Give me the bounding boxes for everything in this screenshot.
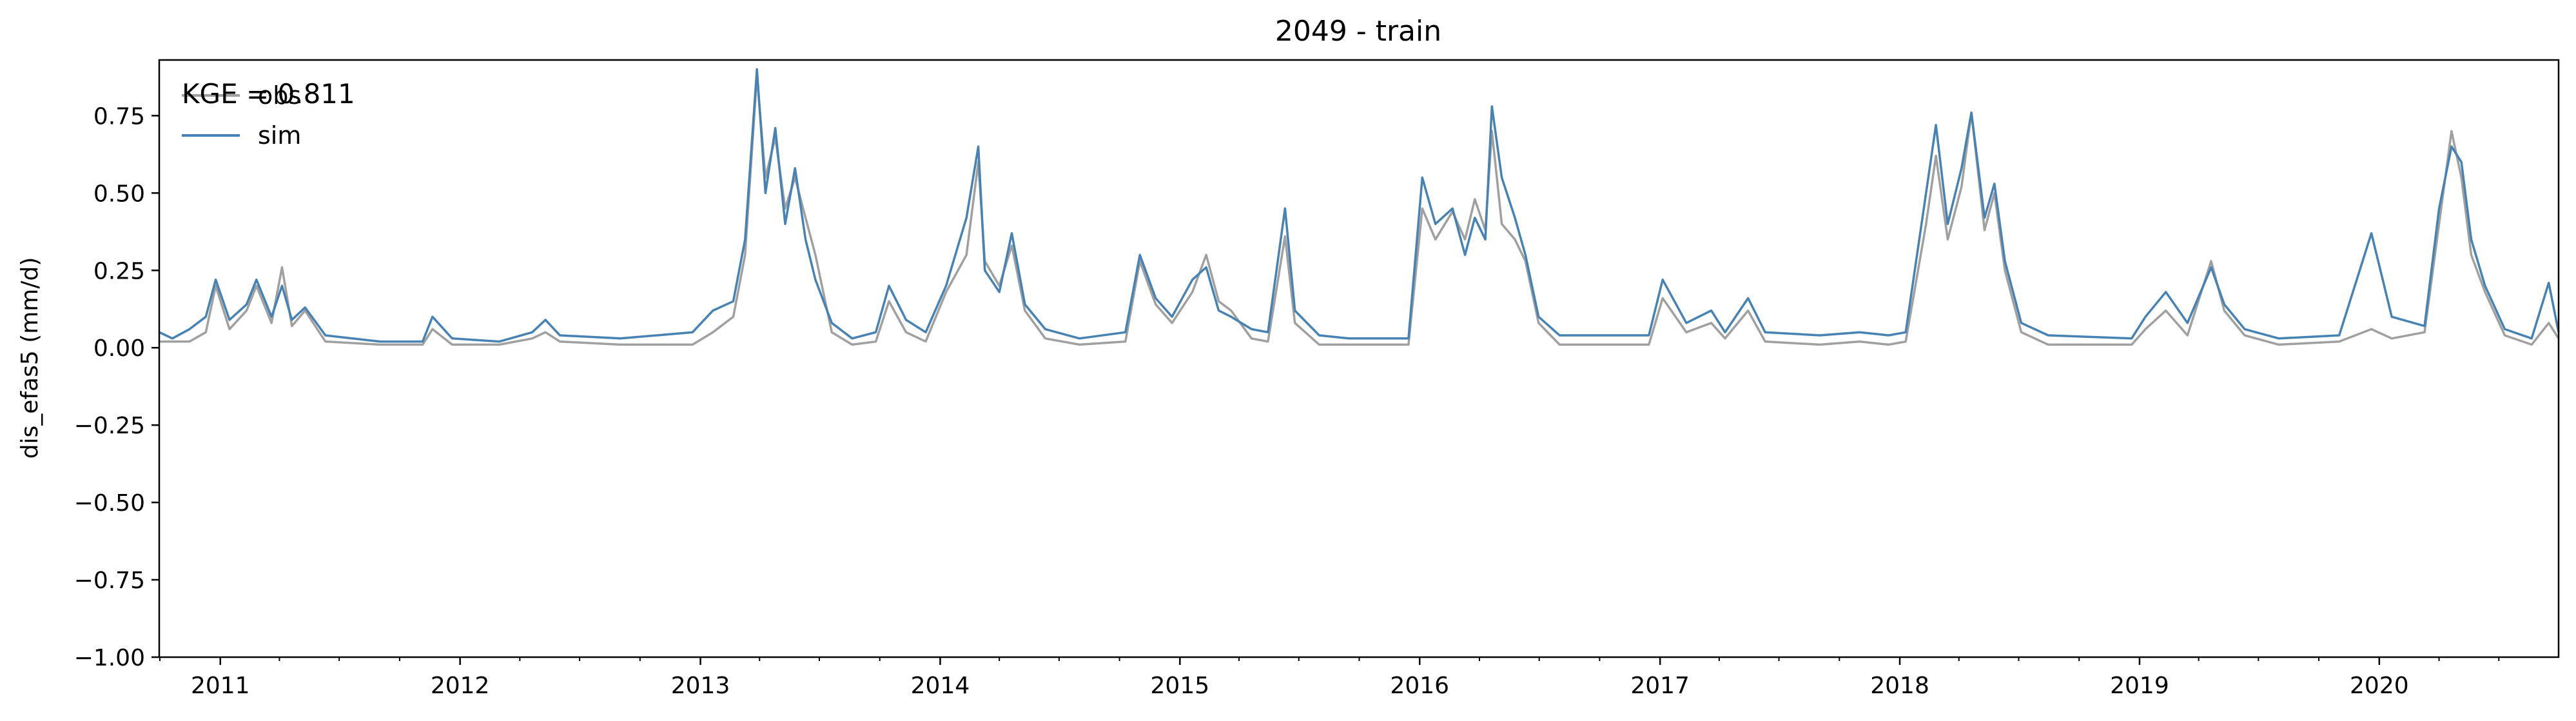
y-tick-label: 0.75: [93, 103, 145, 130]
chart-title: 2049 - train: [1275, 15, 1441, 48]
legend-obs-label: obs: [258, 81, 301, 110]
x-tick-label: 2014: [911, 673, 970, 699]
y-tick-label: 0.50: [93, 181, 145, 207]
plot-frame: [158, 59, 2560, 658]
x-tick-label: 2016: [1390, 673, 1449, 699]
x-tick-label: 2012: [431, 673, 490, 699]
y-tick-label: −1.00: [74, 645, 145, 671]
series-line-sim: [159, 68, 2560, 343]
y-tick-label: −0.50: [74, 490, 145, 517]
series-line-obs: [159, 74, 2560, 346]
y-tick-label: −0.75: [74, 568, 145, 594]
legend: obs sim KGE = 0.811: [182, 78, 355, 150]
plot-area: [159, 68, 2560, 346]
y-tick-label: 0.00: [93, 335, 145, 362]
y-tick-label: 0.25: [93, 258, 145, 284]
legend-sim-label: sim: [258, 121, 301, 150]
x-tick-label: 2019: [2110, 673, 2169, 699]
x-tick-label: 2018: [1870, 673, 1929, 699]
kge-annotation: KGE = 0.811: [182, 78, 355, 110]
x-tick-label: 2020: [2350, 673, 2409, 699]
x-tick-label: 2015: [1151, 673, 1210, 699]
x-tick-label: 2017: [1630, 673, 1690, 699]
y-axis-label: dis_efas5 (mm/d): [17, 257, 43, 459]
y-tick-label: −0.25: [74, 413, 145, 439]
axis-ticks: −1.00 −0.75 −0.50 −0.25 0.00 0.25 0.50 0.75 2011…: [74, 103, 2500, 699]
x-tick-label: 2013: [671, 673, 730, 699]
x-tick-label: 2011: [191, 673, 250, 699]
